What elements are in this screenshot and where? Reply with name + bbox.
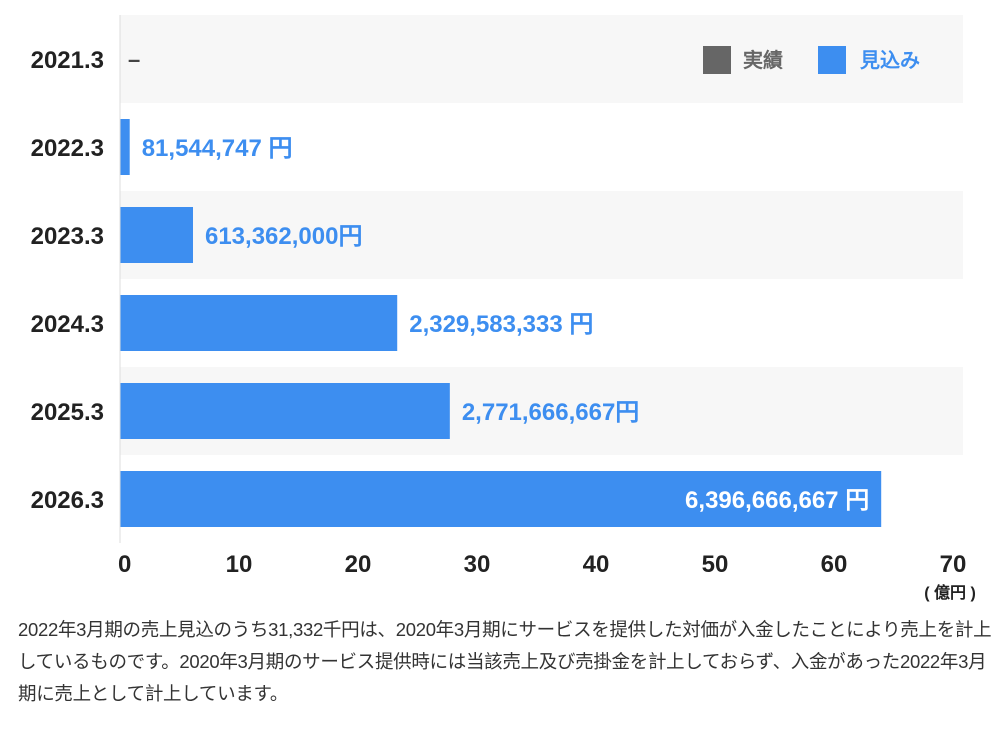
x-tick-label: 10 <box>226 551 253 578</box>
value-label: 6,396,666,667 円 <box>685 487 869 514</box>
value-label: 2,771,666,667円 <box>462 399 639 426</box>
category-label: 2023.3 <box>31 223 104 250</box>
legend-label-forecast: 見込み <box>860 49 920 72</box>
category-label: 2021.3 <box>31 47 104 74</box>
bar <box>120 295 398 351</box>
legend-swatch-actual <box>703 46 731 74</box>
bar <box>120 471 882 527</box>
x-tick-label: 30 <box>464 551 491 578</box>
x-tick-label: 40 <box>583 551 610 578</box>
x-tick-label: 60 <box>821 551 848 578</box>
x-tick-label: 50 <box>702 551 729 578</box>
bar <box>120 383 450 439</box>
row-background <box>120 103 963 191</box>
legend-swatch-forecast <box>818 46 846 74</box>
category-label: 2025.3 <box>31 399 104 426</box>
value-label: 613,362,000円 <box>205 223 362 250</box>
bar-chart: 2021.3 – 2022.3 81,544,747 円 2023.3 613,362,0… <box>31 15 976 602</box>
value-label: – <box>128 47 140 72</box>
value-label: 2,329,583,333 円 <box>409 311 593 338</box>
x-unit-label: ( 億円 ) <box>924 583 976 602</box>
footnote: 2022年3月期の売上見込のうち31,332千円は、2020年3月期にサービスを… <box>18 619 992 704</box>
category-label: 2026.3 <box>31 487 104 514</box>
bar <box>120 207 193 263</box>
row-background <box>120 191 963 279</box>
x-tick-label: 20 <box>345 551 372 578</box>
x-tick-label: 0 <box>118 551 131 578</box>
category-label: 2024.3 <box>31 311 104 338</box>
category-label: 2022.3 <box>31 135 104 162</box>
bar <box>120 119 130 175</box>
x-tick-label: 70 <box>940 551 967 578</box>
legend-label-actual: 実績 <box>743 48 783 72</box>
value-label: 81,544,747 円 <box>142 135 293 162</box>
